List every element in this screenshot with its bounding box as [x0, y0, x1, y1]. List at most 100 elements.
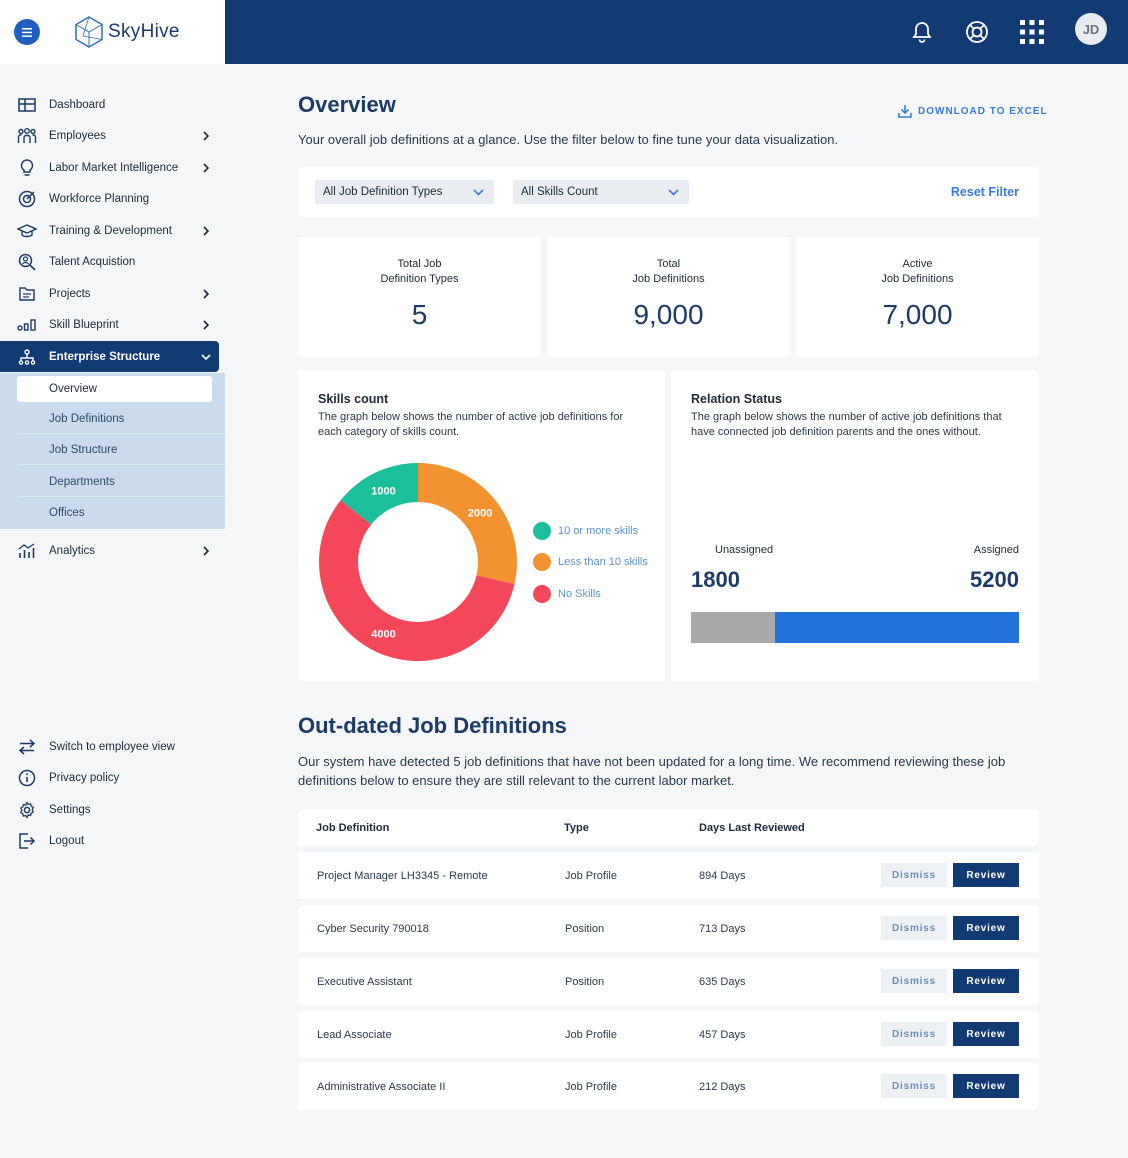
subnav-item-label: Departments [49, 475, 115, 488]
sidebar-item-settings[interactable]: Settings [0, 795, 225, 825]
review-button[interactable]: Review [953, 969, 1019, 993]
card-title: Skills count [318, 392, 389, 406]
cell-type: Job Profile [565, 1081, 617, 1093]
sidebar-item-privacy[interactable]: Privacy policy [0, 763, 225, 793]
sidebar-item-label: Labor Market Intelligence [49, 162, 179, 174]
sidebar-item-talent-acquisition[interactable]: Talent Acquistion [0, 247, 225, 277]
sidebar-item-label: Settings [49, 804, 91, 816]
unassigned-label: Unassigned [715, 544, 774, 556]
reset-filter-button[interactable]: Reset Filter [950, 185, 1019, 199]
help-icon [966, 21, 988, 43]
sidebar-item-workforce-planning[interactable]: Workforce Planning [0, 184, 225, 214]
hamburger-icon [22, 27, 32, 37]
chevron-right-icon [203, 320, 210, 330]
dismiss-button[interactable]: Dismiss [881, 916, 947, 940]
unassigned-segment [691, 612, 776, 643]
sidebar-item-skill-blueprint[interactable]: Skill Blueprint [0, 310, 225, 340]
subnav-item-departments[interactable]: Departments [17, 467, 225, 497]
subnav-item-offices[interactable]: Offices [17, 498, 225, 528]
chevron-right-icon [203, 163, 210, 173]
stat-total-types: Total Job Definition Types 5 [298, 237, 541, 357]
subnav-item-job-definitions[interactable]: Job Definitions [17, 404, 225, 434]
dashboard-icon [17, 95, 37, 115]
sidebar-item-projects[interactable]: Projects [0, 279, 225, 309]
cell-days: 635 Days [699, 976, 746, 988]
bell-icon [912, 22, 932, 43]
cell-job-definition: Cyber Security 790018 [317, 923, 429, 935]
lightbulb-icon [17, 158, 37, 178]
review-button[interactable]: Review [953, 1074, 1019, 1098]
table-row: Administrative Associate II Job Profile … [298, 1063, 1039, 1110]
logout-icon [17, 831, 37, 851]
sidebar-item-label: Training & Development [49, 225, 172, 237]
cell-days: 894 Days [699, 870, 746, 882]
download-excel-link[interactable]: DOWNLOAD TO EXCEL [898, 104, 1048, 118]
sidebar-item-label: Dashboard [49, 99, 106, 111]
sidebar-item-labor-market[interactable]: Labor Market Intelligence [0, 153, 225, 183]
sidebar-item-label: Employees [49, 130, 106, 142]
table-row: Project Manager LH3345 - Remote Job Prof… [298, 852, 1039, 899]
legend-item: 10 or more skills [533, 522, 638, 540]
subnav-item-job-structure[interactable]: Job Structure [17, 435, 225, 465]
cell-days: 713 Days [699, 923, 746, 935]
outdated-title: Out-dated Job Definitions [298, 713, 567, 738]
donut-slice [340, 463, 418, 525]
donut-data-label: 2000 [468, 507, 492, 519]
sidebar-item-training[interactable]: Training & Development [0, 216, 225, 246]
chevron-right-icon [203, 289, 210, 299]
logo[interactable]: SkyHive [74, 16, 180, 48]
sidebar-item-switch-view[interactable]: Switch to employee view [0, 732, 225, 762]
assigned-label: Assigned [973, 544, 1019, 556]
skills-count-select[interactable]: All Skills Count [513, 180, 689, 204]
subnav-item-label: Offices [49, 507, 85, 519]
legend-swatch [533, 553, 551, 571]
cell-type: Job Profile [565, 870, 617, 882]
logo-text: SkyHive [108, 21, 180, 42]
relation-bar [691, 612, 1019, 643]
apps-button[interactable] [1014, 14, 1050, 50]
skills-count-card: Skills count The graph below shows the n… [298, 370, 665, 681]
dismiss-button[interactable]: Dismiss [881, 1074, 947, 1098]
column-header: Job Definition [316, 822, 390, 834]
stat-value: 5 [411, 299, 428, 330]
job-type-select[interactable]: All Job Definition Types [315, 180, 494, 204]
subnav-item-label: Job Structure [49, 443, 118, 456]
stat-caption: Total Job Definitions [632, 258, 705, 285]
sidebar-item-enterprise-structure[interactable]: Enterprise Structure [0, 341, 219, 372]
sidebar-item-label: Analytics [49, 545, 96, 557]
sidebar-item-label: Privacy policy [49, 772, 120, 784]
review-button[interactable]: Review [953, 863, 1019, 887]
menu-button[interactable] [14, 19, 40, 45]
user-avatar[interactable]: JD [1075, 13, 1107, 45]
sidebar-item-logout[interactable]: Logout [0, 826, 225, 856]
stat-value: 7,000 [882, 299, 953, 330]
review-button[interactable]: Review [953, 916, 1019, 940]
column-header: Days Last Reviewed [699, 822, 805, 834]
chevron-down-icon [668, 189, 679, 196]
dismiss-button[interactable]: Dismiss [881, 969, 947, 993]
notifications-button[interactable] [904, 14, 940, 50]
dismiss-button[interactable]: Dismiss [881, 1022, 947, 1046]
sidebar-item-dashboard[interactable]: Dashboard [0, 90, 225, 120]
sidebar-item-employees[interactable]: Employees [0, 121, 225, 151]
cell-type: Position [565, 976, 605, 988]
legend-item: No Skills [533, 585, 601, 603]
assigned-value: 5200 [970, 567, 1019, 592]
bars-icon [17, 315, 37, 335]
assigned-segment [775, 612, 1019, 643]
cell-job-definition: Lead Associate [317, 1029, 392, 1041]
subnav-item-overview[interactable]: Overview [17, 376, 212, 402]
column-header: Type [564, 822, 589, 834]
help-button[interactable] [959, 14, 995, 50]
search-person-icon [17, 252, 37, 272]
info-icon [17, 768, 37, 788]
dismiss-button[interactable]: Dismiss [881, 863, 947, 887]
legend-label: 10 or more skills [558, 525, 639, 537]
card-description: The graph below shows the number of acti… [691, 411, 1002, 438]
review-button[interactable]: Review [953, 1022, 1019, 1046]
sidebar-item-analytics[interactable]: Analytics [0, 536, 225, 566]
donut-data-label: 4000 [371, 629, 395, 641]
stat-caption: Total Job Definition Types [380, 258, 459, 285]
table-row: Cyber Security 790018 Position 713 Days … [298, 905, 1039, 952]
table-header: Job Definition Type Days Last Reviewed [298, 809, 1039, 846]
